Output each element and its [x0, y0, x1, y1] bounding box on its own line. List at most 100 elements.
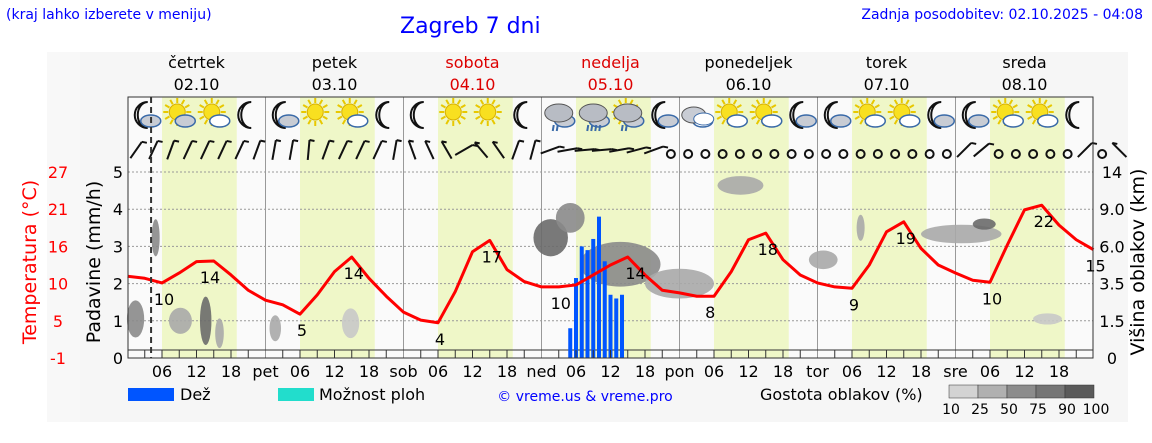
credit-link: © vreme.us & vreme.pro: [497, 389, 672, 405]
wind-barb-flag: [408, 139, 414, 143]
x-hour-label: 06: [290, 362, 310, 381]
precip-tick: 5: [113, 163, 123, 182]
wind-calm-icon: [907, 149, 918, 159]
wind-barb-flag: [157, 139, 163, 143]
wind-calm-icon: [838, 149, 849, 159]
cloud-patch: [1033, 313, 1062, 325]
wind-barb-icon: [321, 140, 331, 160]
day-name: četrtek: [168, 53, 226, 72]
temperature-line: [127, 203, 1095, 325]
showers-legend-swatch: [278, 388, 314, 401]
precip-axis-title: Padavine (mm/h): [83, 181, 105, 344]
wind-barb-icon: [956, 142, 972, 158]
wind-barb-flag: [662, 145, 669, 149]
wind-barb-icon: [199, 140, 211, 160]
wind-barb-icon: [440, 140, 453, 160]
sun-cloud-icon: [1025, 98, 1059, 128]
wind-calm-icon: [1097, 149, 1108, 159]
cloud-patch: [972, 218, 996, 230]
temp-tick: 16: [48, 237, 68, 256]
wind-barb-icon: [473, 141, 489, 159]
precip-tick: 4: [113, 200, 123, 219]
moon-cloud-icon: [927, 101, 955, 129]
density-level-label: 75: [1029, 402, 1047, 418]
wind-barb-flag: [492, 140, 498, 144]
cloud-patch: [808, 250, 838, 270]
wind-calm-icon: [941, 149, 952, 159]
wind-barb-icon: [129, 141, 143, 159]
cloud-patch: [168, 307, 192, 334]
temp-label: 10: [154, 290, 174, 309]
wind-calm-icon: [1062, 149, 1073, 159]
rain-legend-label: Dež: [180, 385, 211, 404]
wind-calm-icon: [993, 149, 1004, 159]
wind-calm-icon: [665, 149, 676, 159]
x-hour-label: 18: [359, 362, 379, 381]
moon-cloud-icon: [651, 101, 679, 129]
wind-barb-icon: [626, 146, 647, 154]
wind-barb-flag: [309, 139, 315, 143]
wind-barb-flag: [347, 139, 353, 143]
wind-calm-icon: [890, 149, 901, 159]
sun-icon: [473, 98, 502, 126]
rain-bar: [568, 328, 573, 358]
wind-barb-icon: [252, 140, 262, 160]
temp-label: 15: [1085, 257, 1105, 276]
wind-barb-icon: [234, 140, 245, 160]
density-swatch: [948, 384, 979, 399]
page-title: Zagreb 7 dni: [400, 14, 541, 39]
day-name: nedelja: [581, 53, 640, 72]
wind-barb-icon: [491, 141, 505, 159]
day-date: 03.10: [312, 75, 358, 94]
wind-barb-flag: [260, 139, 266, 143]
last-updated: Zadnja posodobitev: 02.10.2025 - 04:08: [861, 7, 1143, 23]
cloud-height-tick: 14: [1102, 163, 1122, 182]
x-hour-label: 12: [324, 362, 344, 381]
rain-bar: [597, 216, 601, 358]
wind-calm-icon: [855, 149, 866, 159]
x-hour-label: 06: [566, 362, 586, 381]
moon-cloud-icon: [823, 101, 852, 129]
temp-label: 10: [982, 289, 1002, 308]
day-name: petek: [312, 53, 358, 72]
wind-calm-icon: [924, 149, 935, 159]
moon-cloud-icon: [961, 101, 990, 129]
moon-cloud-icon: [271, 101, 300, 129]
wind-barb-flag: [243, 139, 250, 143]
sun-cloud-icon: [335, 98, 369, 128]
wind-calm-icon: [752, 149, 763, 159]
wind-barb-icon: [148, 140, 159, 160]
temp-label: 17: [482, 247, 502, 266]
wind-barb-flag: [474, 141, 480, 145]
x-hour-label: 06: [980, 362, 1000, 381]
density-level-label: 10: [942, 402, 960, 418]
wind-barb-icon: [392, 139, 398, 161]
wind-barb-icon: [271, 139, 277, 161]
x-hour-label: 12: [876, 362, 896, 381]
x-day-label: pon: [664, 362, 694, 381]
temp-tick: 21: [48, 200, 68, 219]
wind-barb-icon: [454, 144, 474, 156]
wind-barb-flag: [191, 139, 198, 143]
cloud-axis-title: Višina oblakov (km): [1127, 169, 1149, 356]
rain-bar: [614, 298, 619, 358]
density-level-label: 100: [1083, 402, 1110, 418]
x-hour-label: 12: [600, 362, 620, 381]
wind-calm-icon: [872, 149, 883, 159]
sun-rain-cloud-icon: [611, 98, 645, 132]
x-hour-label: 18: [635, 362, 655, 381]
rain-bar: [574, 278, 578, 358]
temp-label: 5: [297, 321, 307, 340]
cloud-patch: [555, 203, 585, 233]
day-date: 08.10: [1002, 75, 1048, 94]
temp-axis-title: Temperatura (°C): [19, 180, 41, 345]
x-hour-label: 12: [738, 362, 758, 381]
wind-barb-icon: [288, 139, 295, 161]
rain-legend-swatch: [128, 388, 174, 401]
cloud-patch: [126, 300, 145, 338]
x-day-label: sre: [943, 362, 967, 381]
wind-barb-flag: [292, 139, 299, 143]
wind-barb-icon: [372, 140, 383, 160]
moon-cloud-icon: [789, 101, 817, 129]
cloud-height-tick: 3.5: [1099, 275, 1124, 294]
